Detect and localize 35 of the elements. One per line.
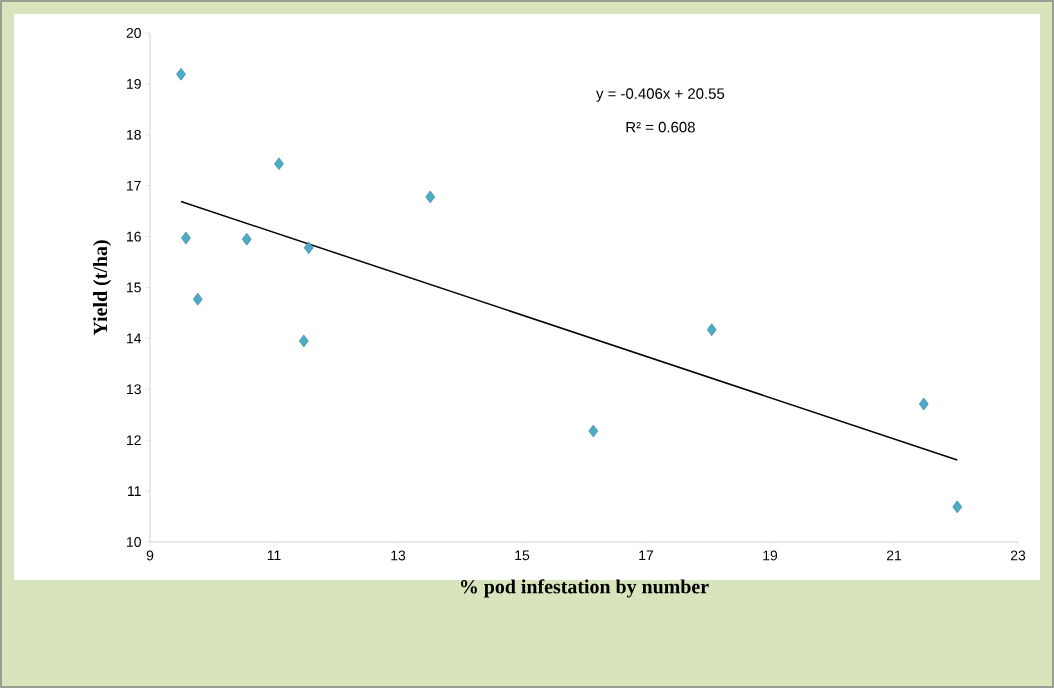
point [303, 241, 314, 255]
x-tick-label: 23 [1010, 550, 1026, 561]
x-axis-title: % pod infestation by number [460, 579, 709, 598]
x-tick-label: 21 [886, 550, 902, 561]
point [706, 323, 717, 337]
annotation: R² = 0.608 [626, 121, 695, 133]
y-tick-label: 20 [126, 28, 141, 38]
y-tick-label: 10 [127, 537, 141, 547]
x-tick-label: 15 [515, 550, 530, 561]
point [425, 190, 436, 204]
point [588, 424, 599, 438]
x-tick-label: 13 [391, 550, 406, 561]
y-tick-label: 17 [127, 180, 141, 191]
y-tick-label: 12 [127, 435, 141, 446]
point [176, 67, 186, 81]
point [918, 397, 929, 411]
x-tick-label: 11 [267, 550, 281, 561]
point [952, 500, 963, 514]
point [192, 292, 203, 306]
y-tick-label: 16 [127, 231, 141, 242]
y-tick-label: 13 [127, 384, 141, 395]
point [241, 232, 252, 246]
y-tick-label: 11 [128, 486, 141, 496]
x-tick-label: 19 [763, 550, 778, 561]
y-tick-label: 14 [127, 333, 142, 344]
x-tick-label: 17 [639, 550, 654, 561]
point [274, 157, 284, 171]
y-tick-label: 15 [127, 282, 141, 293]
y-axis-title: Yield (t/ha) [93, 240, 112, 336]
point [298, 334, 309, 348]
point [181, 231, 191, 245]
annotation: y = -0.406x + 20.55 [596, 88, 725, 102]
x-tick-label: 9 [146, 550, 154, 561]
y-tick-label: 19 [127, 78, 141, 89]
y-tick-label: 18 [127, 129, 141, 140]
